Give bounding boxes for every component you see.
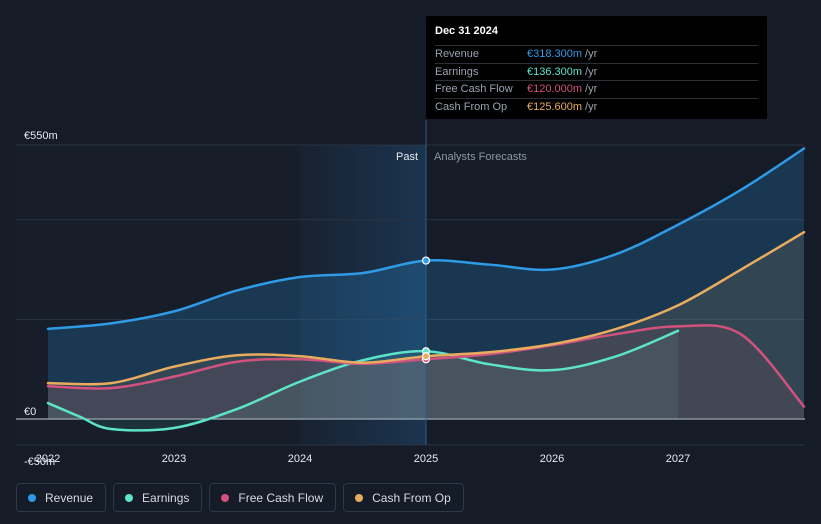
legend-item-cash-from-op[interactable]: Cash From Op — [343, 483, 464, 512]
cash-from-op-area — [48, 232, 804, 419]
past-label: Past — [396, 151, 418, 163]
tooltip-label: Cash From Op — [435, 100, 508, 113]
x-axis-label: 2025 — [414, 453, 438, 465]
tooltip-value: €120.000m — [527, 83, 583, 95]
tooltip-value: €318.300m — [527, 48, 583, 60]
earnings-area — [48, 330, 678, 431]
forecast-label: Analysts Forecasts — [434, 151, 527, 163]
x-axis-label: 2026 — [540, 453, 564, 465]
x-axis-label: 2023 — [162, 453, 186, 465]
tooltip-row-earnings: Earnings €136.300m /yr — [435, 64, 758, 81]
legend-label: Revenue — [45, 490, 94, 505]
current-year-highlight — [300, 145, 426, 445]
cash-from-op-marker — [421, 352, 431, 361]
tooltip-row-free-cash-flow: Free Cash Flow €120.000m /yr — [435, 81, 758, 99]
tooltip-date: Dec 31 2024 — [435, 24, 758, 46]
tooltip-row-revenue: Revenue €318.300m /yr — [435, 46, 758, 64]
x-axis-label: 2024 — [288, 453, 312, 465]
current-markers — [421, 256, 431, 364]
legend-label: Cash From Op — [372, 490, 451, 505]
y-axis-label: -€50m — [24, 456, 55, 468]
tooltip-unit: /yr — [585, 48, 598, 60]
legend-item-revenue[interactable]: Revenue — [16, 483, 107, 512]
tooltip-label: Free Cash Flow — [435, 83, 513, 95]
revenue-marker — [421, 256, 431, 265]
legend-item-earnings[interactable]: Earnings — [113, 483, 203, 512]
legend: Revenue Earnings Free Cash Flow Cash Fro… — [16, 483, 464, 512]
cash-from-op-dot-icon — [355, 493, 364, 502]
tooltip-unit: /yr — [585, 100, 598, 113]
x-axis-labels: 2022 2023 2024 2025 2026 2027 — [36, 453, 690, 465]
revenue-dot-icon — [28, 493, 36, 502]
legend-label: Earnings — [142, 490, 190, 505]
tooltip-value: €125.600m — [527, 100, 583, 113]
tooltip-row-cash-from-op: Cash From Op €125.600m /yr — [435, 99, 758, 117]
tooltip-label: Revenue — [435, 48, 480, 60]
gridlines — [16, 144, 805, 446]
y-axis-label: €550m — [24, 130, 58, 142]
tooltip-label: Earnings — [435, 65, 479, 78]
tooltip-unit: /yr — [585, 65, 598, 78]
earnings-dot-icon — [125, 493, 134, 502]
free-cash-flow-dot-icon — [221, 493, 230, 502]
x-axis-label: 2022 — [36, 453, 60, 465]
x-axis-label: 2027 — [666, 453, 690, 465]
tooltip-unit: /yr — [585, 83, 598, 95]
tooltip-value: €136.300m — [527, 65, 583, 78]
y-axis-labels: €550m €0 -€50m — [24, 130, 58, 468]
y-axis-label: €0 — [24, 406, 36, 418]
legend-item-free-cash-flow[interactable]: Free Cash Flow — [209, 483, 337, 512]
earnings-line — [46, 329, 680, 432]
legend-label: Free Cash Flow — [238, 490, 324, 505]
tooltip: Dec 31 2024 Revenue €318.300m /yr Earnin… — [426, 16, 767, 119]
